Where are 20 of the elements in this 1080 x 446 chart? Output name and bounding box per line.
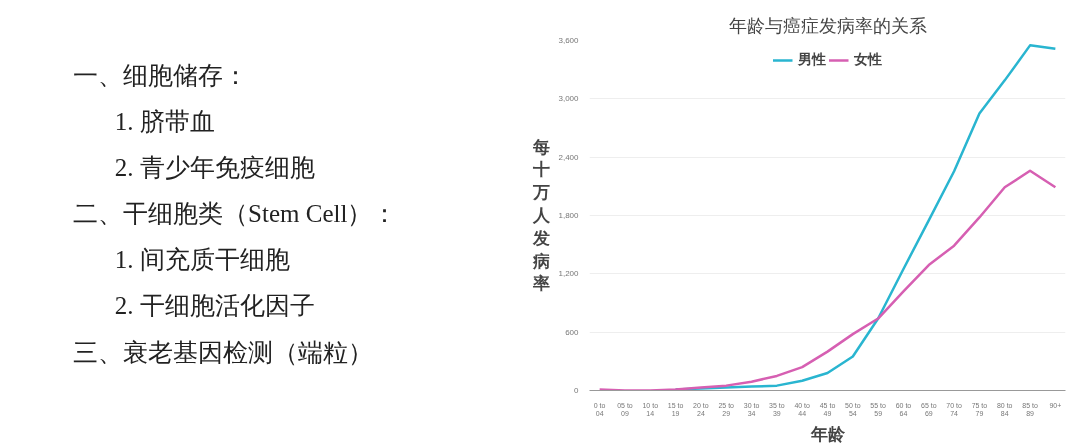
text: 2. 青少年免疫细胞 [114, 154, 315, 182]
text: 1. 脐带血 [114, 108, 215, 136]
legend-label: 男性 [797, 51, 826, 69]
y-tick-label: 600 [565, 327, 580, 337]
chart-title: 年龄与癌症发病率的关系 [728, 14, 927, 36]
text: 1. 间充质干细胞 [114, 246, 290, 274]
legend-label: 女性 [853, 51, 882, 69]
text: 二、干细胞类（Stem Cell）： [73, 200, 398, 228]
y-tick-label: 1,200 [558, 269, 580, 279]
text: 2. 干细胞活化因子 [114, 292, 315, 320]
y-tick-label: 3,600 [558, 36, 580, 45]
text: 一、细胞储存： [73, 62, 249, 89]
x-axis-title: 年龄 [809, 424, 846, 444]
y-axis-title: 每十万人发病率 [532, 137, 552, 294]
y-tick-label: 1,800 [558, 211, 580, 220]
line-series [598, 169, 1057, 391]
y-tick-label: 2,400 [558, 152, 580, 162]
y-tick-label: 3,000 [558, 94, 580, 104]
text: 三、衰老基因检测（端粒） [73, 338, 374, 366]
y-tick-label: 0 [574, 386, 580, 395]
